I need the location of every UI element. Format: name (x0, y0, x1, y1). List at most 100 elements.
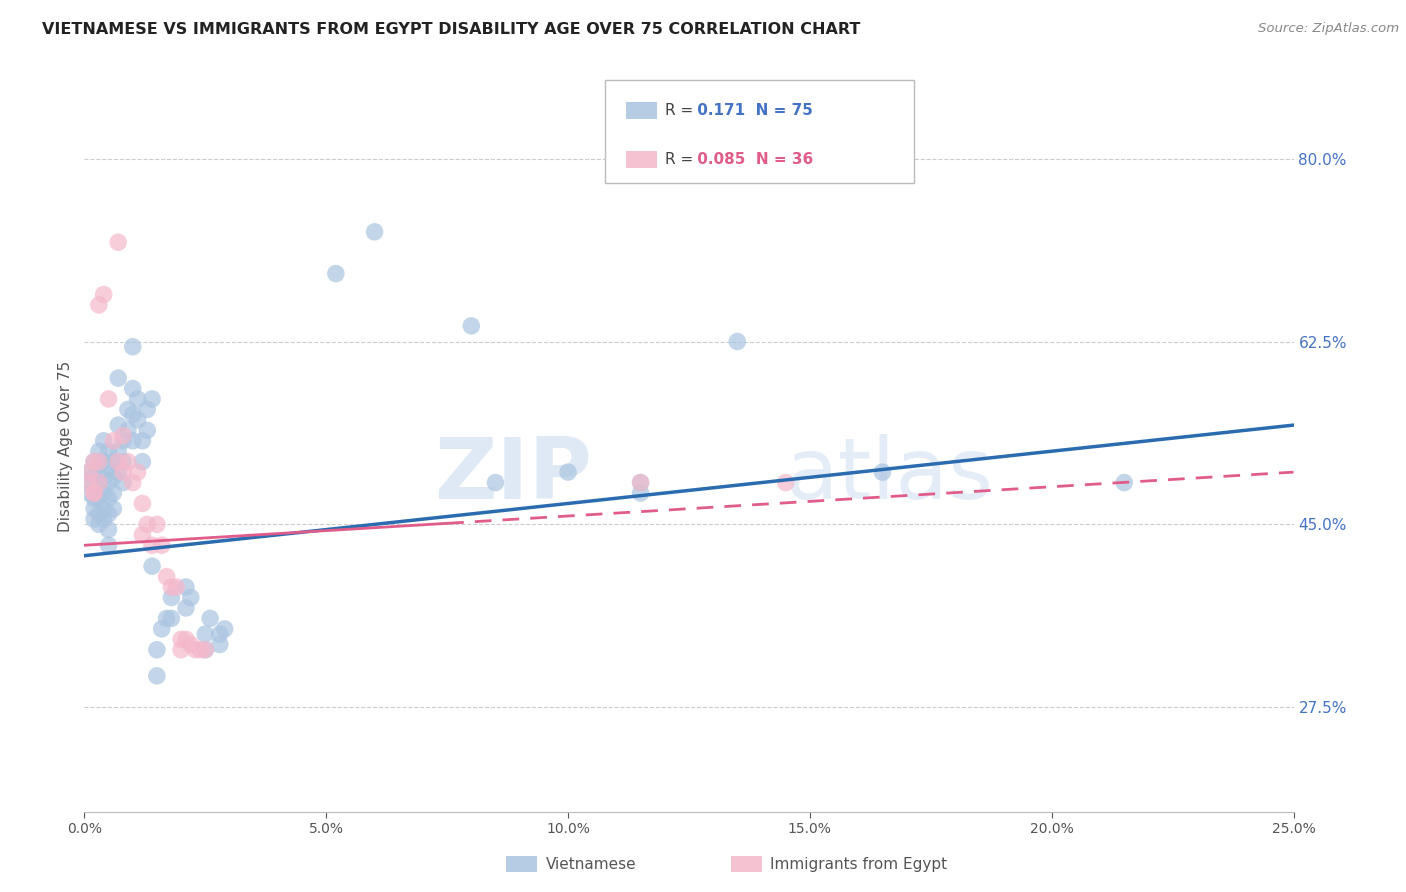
Point (630, 475, 652, 490)
Point (165, 580, 187, 594)
Point (93, 455, 115, 469)
Point (107, 444, 129, 458)
Point (141, 559, 163, 574)
Point (136, 402, 159, 417)
Point (127, 465, 149, 479)
Point (155, 611, 177, 625)
Point (460, 318, 482, 333)
Text: Immigrants from Egypt: Immigrants from Egypt (770, 857, 948, 872)
Point (103, 501, 125, 516)
Point (83, 501, 105, 516)
Text: 0.171  N = 75: 0.171 N = 75 (692, 103, 813, 119)
Point (131, 496, 153, 510)
Point (121, 434, 143, 448)
Point (97, 523, 120, 537)
Point (131, 455, 153, 469)
Point (83, 486, 105, 500)
Point (83, 455, 105, 469)
Point (174, 601, 197, 615)
Point (180, 591, 202, 605)
Point (146, 669, 169, 683)
Point (174, 580, 197, 594)
Text: R =: R = (665, 103, 699, 119)
Point (87, 475, 110, 490)
Point (131, 528, 153, 542)
Point (112, 455, 135, 469)
Point (121, 340, 143, 354)
Point (83, 491, 105, 506)
Point (725, 334, 748, 349)
Point (557, 465, 579, 479)
Point (93, 512, 115, 526)
Point (117, 455, 139, 469)
Point (170, 632, 193, 647)
Point (103, 455, 125, 469)
Point (150, 622, 173, 636)
Point (121, 408, 143, 422)
Point (93, 501, 115, 516)
Point (87, 455, 110, 469)
Point (112, 428, 135, 442)
Point (136, 517, 159, 532)
Point (107, 371, 129, 385)
Point (160, 611, 183, 625)
Point (141, 538, 163, 552)
Point (107, 465, 129, 479)
Text: ZIP: ZIP (434, 434, 592, 516)
Point (112, 475, 135, 490)
Point (150, 538, 173, 552)
Text: Vietnamese: Vietnamese (546, 857, 636, 872)
Point (77, 486, 100, 500)
Point (131, 434, 153, 448)
Point (112, 434, 135, 448)
Point (97, 538, 120, 552)
Point (87, 444, 110, 458)
Point (198, 611, 221, 625)
Point (87, 298, 110, 312)
Text: VIETNAMESE VS IMMIGRANTS FROM EGYPT DISABILITY AGE OVER 75 CORRELATION CHART: VIETNAMESE VS IMMIGRANTS FROM EGYPT DISA… (42, 22, 860, 37)
Point (484, 475, 506, 490)
Point (77, 475, 100, 490)
Point (775, 475, 797, 490)
Point (872, 465, 894, 479)
Y-axis label: Disability Age Over 75: Disability Age Over 75 (58, 360, 73, 532)
Point (93, 486, 115, 500)
Point (363, 225, 385, 239)
Point (160, 580, 183, 594)
Point (146, 642, 169, 657)
Point (1114, 475, 1136, 490)
Point (141, 392, 163, 406)
Point (103, 434, 125, 448)
Point (97, 392, 120, 406)
Point (117, 423, 139, 437)
Point (77, 465, 100, 479)
Point (194, 642, 217, 657)
Text: Source: ZipAtlas.com: Source: ZipAtlas.com (1258, 22, 1399, 36)
Point (155, 569, 177, 583)
Point (77, 465, 100, 479)
Point (87, 475, 110, 490)
Point (630, 475, 652, 490)
Point (93, 434, 115, 448)
Point (136, 423, 159, 437)
Point (103, 470, 125, 484)
Point (107, 235, 129, 250)
Point (117, 402, 139, 417)
Point (325, 267, 347, 281)
Point (112, 465, 135, 479)
Point (97, 459, 120, 474)
Point (146, 517, 169, 532)
Point (121, 382, 143, 396)
Point (194, 627, 217, 641)
Point (97, 475, 120, 490)
Text: atlas: atlas (786, 434, 994, 516)
Point (208, 638, 231, 652)
Point (127, 413, 149, 427)
Point (107, 418, 129, 433)
Point (630, 486, 652, 500)
Point (97, 444, 120, 458)
Point (87, 517, 110, 532)
Point (190, 642, 212, 657)
Text: R =: R = (665, 153, 699, 168)
Point (83, 470, 105, 484)
